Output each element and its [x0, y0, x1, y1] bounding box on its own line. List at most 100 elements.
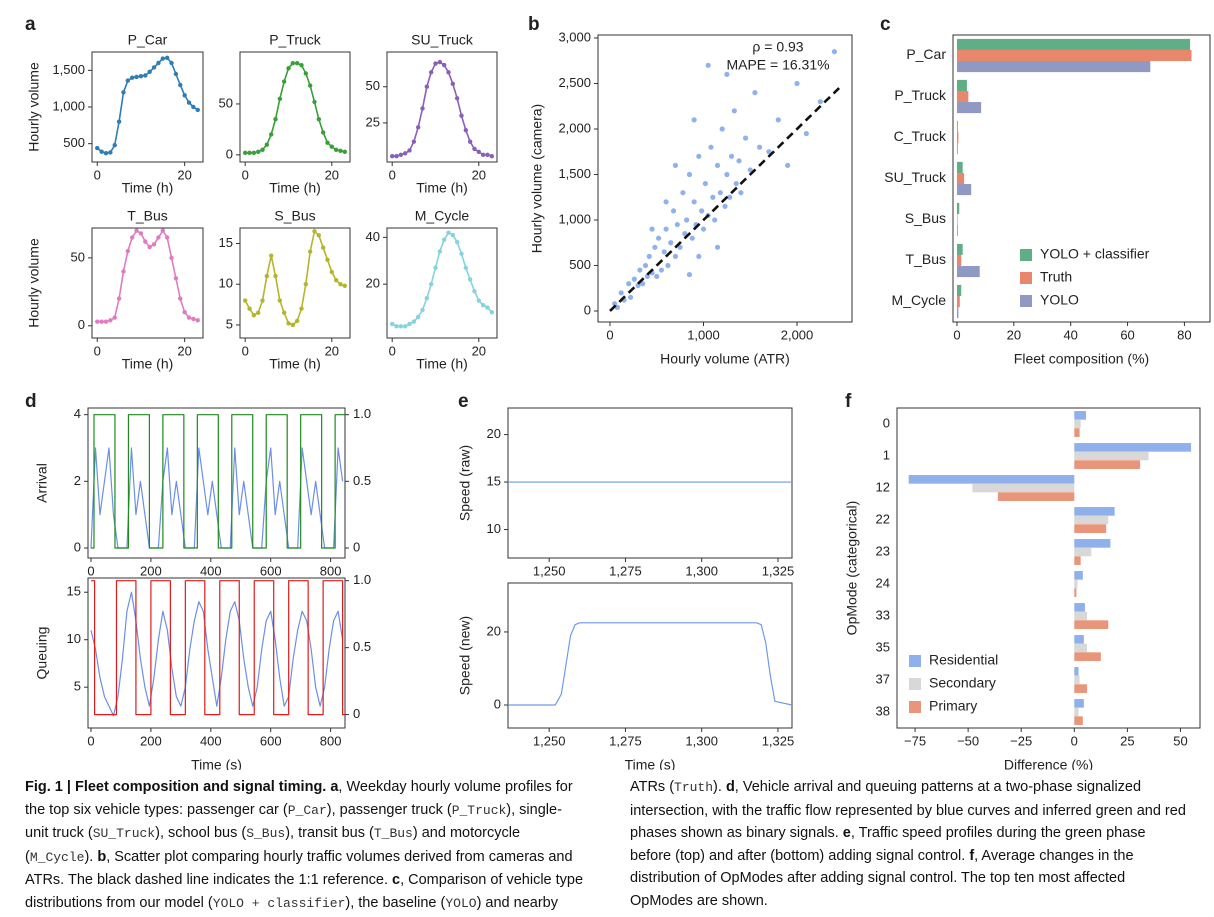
data-point: [121, 269, 126, 274]
y-axis-label: Speed (new): [457, 616, 473, 695]
data-point: [485, 305, 490, 310]
data-point: [441, 237, 447, 242]
data-point: [398, 152, 404, 157]
data-point: [247, 150, 252, 156]
data-point: [402, 324, 408, 329]
x-tick-label: 0: [389, 343, 396, 358]
x-tick-label: 60: [1120, 327, 1134, 342]
data-point: [255, 149, 261, 155]
data-point: [394, 324, 399, 329]
data-point: [407, 148, 412, 153]
x-tick-label: 1,325: [762, 733, 795, 748]
y-tick-label: 15: [67, 584, 81, 599]
caption-text: ) and nearby ATRs (: [476, 779, 675, 911]
category-label: S_Bus: [905, 210, 946, 226]
y-tick-label: 25: [366, 114, 380, 129]
data-point: [389, 154, 395, 159]
category-label: 33: [876, 607, 890, 622]
x-tick-label: 20: [325, 343, 339, 358]
figure-caption: Fig. 1 | Fleet composition and signal ti…: [25, 776, 1189, 916]
data-point: [450, 232, 456, 238]
plot-frame: [87, 407, 346, 559]
scatter-point: [637, 267, 643, 273]
scatter-point: [663, 199, 669, 205]
x-tick-label: 1,000: [687, 327, 720, 342]
scatter-point: [785, 162, 791, 168]
scatter-point: [658, 267, 665, 273]
y-tick-label: 3,000: [558, 29, 591, 44]
scatter-point: [742, 135, 749, 141]
data-point: [191, 316, 196, 322]
bar: [1074, 556, 1081, 565]
legend-swatch: [1020, 272, 1032, 284]
scatter-point: [803, 130, 809, 137]
data-line: [90, 591, 344, 717]
data-point: [446, 230, 451, 235]
scatter-point: [736, 158, 742, 164]
scatter-point: [682, 231, 688, 237]
bar: [1074, 524, 1107, 533]
x-tick-label: 20: [325, 167, 339, 182]
y-tick-label: 1,500: [52, 62, 85, 77]
y-tick-label: 15: [487, 473, 501, 488]
scatter-point: [642, 262, 649, 269]
y-tick-label: 500: [569, 257, 591, 272]
scatter-point: [646, 253, 652, 259]
x-tick-label: 0: [94, 343, 101, 358]
x-axis-label: Time (h): [269, 180, 321, 196]
category-label: 22: [876, 511, 890, 526]
data-line: [90, 580, 345, 716]
data-point: [264, 273, 270, 279]
bar: [1074, 652, 1101, 661]
x-tick-label: 0: [1071, 733, 1078, 748]
panel-letter: f: [845, 391, 852, 412]
x-axis-label: Difference (%): [1004, 757, 1093, 770]
x-tick-label: 600: [260, 563, 282, 578]
category-label: C_Truck: [894, 128, 947, 144]
y-tick-label: 5: [226, 316, 233, 331]
caption-text: b: [97, 848, 107, 865]
data-point: [242, 150, 248, 156]
data-point: [333, 277, 339, 283]
bar: [956, 161, 963, 173]
data-point: [195, 107, 200, 113]
data-point: [160, 56, 165, 61]
data-point: [273, 117, 278, 122]
y-tick-label: 20: [366, 276, 380, 291]
y-tick-label: 10: [219, 276, 233, 291]
caption-text: ).: [84, 848, 98, 865]
data-point: [415, 125, 421, 130]
x-tick-label: 0: [389, 167, 396, 182]
caption-text: SU_Truck: [92, 826, 156, 842]
bar: [956, 61, 1151, 73]
data-point: [151, 65, 157, 70]
category-label: SU_Truck: [884, 169, 947, 185]
bar: [956, 225, 958, 237]
caption-text: Truth: [674, 780, 714, 795]
caption-text: YOLO + classifier: [212, 895, 346, 911]
panel-letter: a: [25, 14, 36, 35]
chart-title: P_Truck: [269, 32, 322, 48]
data-line: [96, 57, 199, 154]
data-line: [90, 414, 345, 549]
data-point: [472, 288, 477, 294]
caption-text: M_Cycle: [29, 849, 85, 865]
data-point: [147, 69, 152, 75]
data-point: [299, 306, 304, 311]
category-label: T_Bus: [906, 251, 946, 267]
bar: [956, 307, 959, 319]
data-point: [268, 132, 274, 137]
bar: [956, 38, 1191, 50]
data-point: [420, 307, 425, 313]
data-point: [489, 310, 495, 315]
y2-tick-label: 1.0: [353, 572, 371, 587]
y-tick-label: 0: [74, 539, 81, 554]
legend-label: YOLO + classifier: [1040, 246, 1150, 262]
bar: [956, 266, 980, 278]
caption-text: e: [842, 825, 851, 842]
y-axis-label: Hourly volume: [26, 238, 42, 328]
caption-text: ), the baseline (: [345, 894, 446, 911]
bar: [1074, 611, 1088, 621]
